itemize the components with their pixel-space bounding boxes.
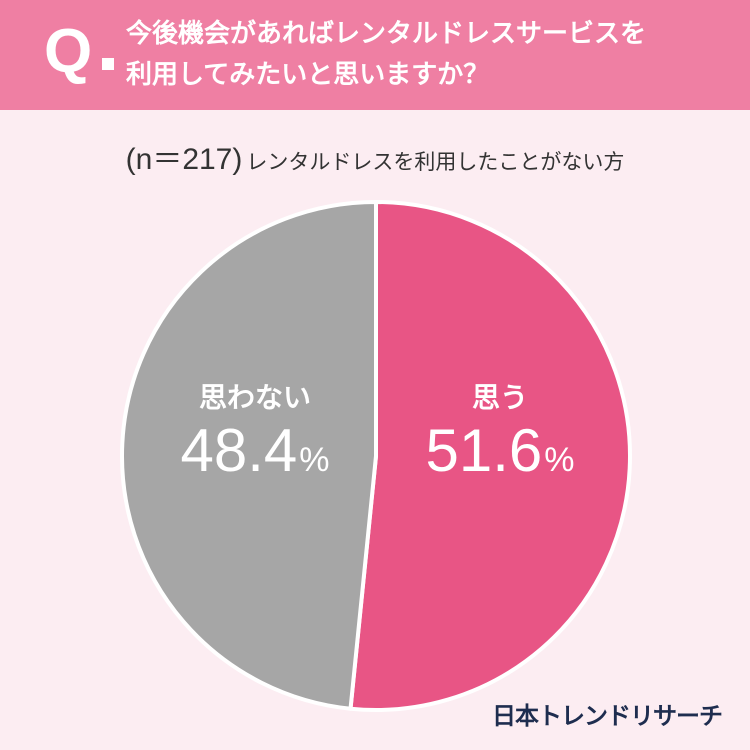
- sample-size: (n＝217): [125, 143, 243, 176]
- slice-label-no: 思わない 48.4%: [150, 380, 360, 495]
- pie-slice-yes: [348, 200, 632, 712]
- q-dot: [102, 58, 114, 70]
- pie-slice-no: [120, 200, 378, 711]
- slice-number-yes: 51.6: [425, 417, 543, 484]
- slice-value-no: 48.4%: [150, 416, 360, 495]
- slice-unit-yes: %: [544, 441, 575, 479]
- sample-description: (n＝217) レンタルドレスを利用したことがない方: [0, 140, 750, 182]
- question-line-1: 今後機会があればレンタルドレスサービスを: [126, 19, 647, 49]
- question-line-2: 利用してみたいと思いますか？: [126, 60, 490, 90]
- q-mark: Q: [44, 17, 93, 86]
- slice-value-yes: 51.6%: [405, 416, 595, 495]
- slice-unit-no: %: [299, 441, 330, 479]
- question-header: Q 今後機会があればレンタルドレスサービスを 利用してみたいと思いますか？: [0, 0, 750, 110]
- sample-target: レンタルドレスを利用したことがない方: [246, 150, 625, 174]
- question-text: 今後機会があればレンタルドレスサービスを 利用してみたいと思いますか？: [126, 14, 726, 96]
- slice-category-yes: 思う: [471, 381, 528, 414]
- slice-number-no: 48.4: [180, 417, 298, 484]
- brand-logo: 日本トレンドリサーチ: [492, 702, 723, 730]
- slice-label-yes: 思う 51.6%: [405, 380, 595, 495]
- slice-category-no: 思わない: [198, 381, 311, 414]
